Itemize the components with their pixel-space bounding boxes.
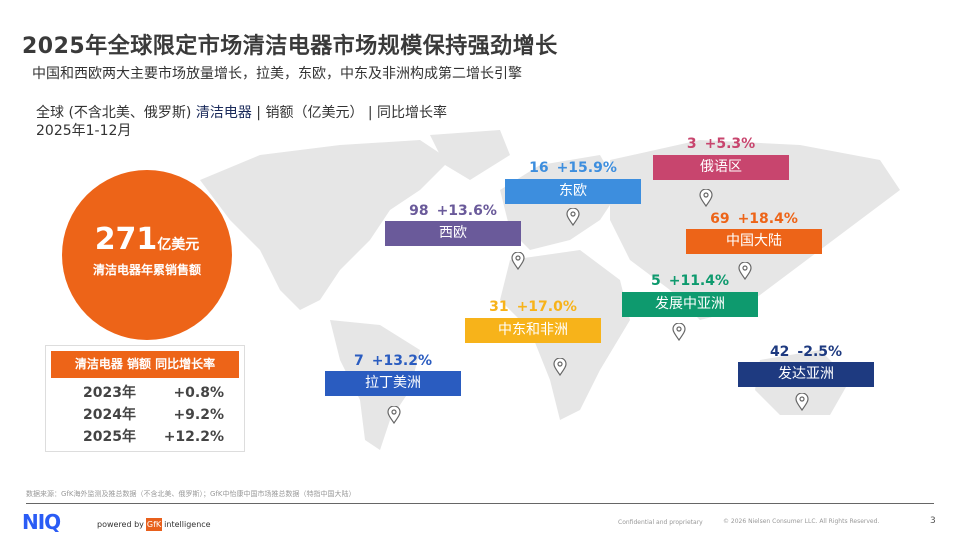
region-name-box: 发展中亚洲 [622,292,758,317]
total-unit: 亿美元 [157,237,200,253]
powered-text: powered by [97,520,144,529]
scope-highlight: 清洁电器 [195,105,252,121]
niq-logo: NIQ [22,510,61,534]
powered-by: powered by GfK intelligence [97,518,211,531]
region-name-box: 俄语区 [653,155,789,180]
map-greenland [430,130,510,180]
growth-table-header: 清洁电器 销额 同比增长率 [51,351,239,378]
table-row: 2023年 +0.8% [46,382,244,404]
region-growth: +13.2% [371,353,433,369]
region-growth: -2.5% [797,344,843,360]
region-value-label: 98 +13.6% [373,203,533,219]
region-name-box: 拉丁美洲 [325,371,461,396]
row-growth: +0.8% [173,385,224,401]
location-pin-icon [672,323,686,341]
region-value-label: 16 +15.9% [493,160,653,176]
table-row: 2025年 +12.2% [46,426,244,448]
row-growth: +9.2% [173,407,224,423]
region-name-box: 中东和非洲 [465,318,601,343]
row-year: 2024年 [83,407,136,423]
period: 2025年1-12月 [36,123,132,139]
region-name-box: 发达亚洲 [738,362,874,387]
page-title: 2025年全球限定市场清洁电器市场规模保持强劲增长 [22,34,558,59]
region-name-box: 中国大陆 [686,229,822,254]
scope-line: 全球 (不含北美、俄罗斯) 清洁电器 | 销额（亿美元） | 同比增长率 [36,102,447,122]
growth-table: 清洁电器 销额 同比增长率 2023年 +0.8% 2024年 +9.2% 2025… [45,345,245,452]
region-growth: +11.4% [668,273,730,289]
region-value: 31 [489,299,509,315]
region-value: 42 [769,344,790,360]
total-label: 清洁电器年累销售额 [92,263,201,277]
region-name-box: 东欧 [505,179,641,204]
location-pin-icon [795,393,809,411]
region-growth: +17.0% [516,299,577,315]
region-value: 7 [353,353,364,369]
page-number: 3 [930,516,936,526]
table-row: 2024年 +9.2% [46,404,244,426]
region-value-label: 7 +13.2% [313,353,473,369]
region-value-label: 31 +17.0% [453,299,613,315]
region-value-label: 69 +18.4% [674,211,834,227]
row-year: 2023年 [83,385,136,401]
region-growth: +5.3% [704,136,756,152]
total-value: 271 [94,222,158,257]
location-pin-icon [566,208,580,226]
data-source: 数据来源：GfK海外监测及推总数据（不含北美、俄罗斯）；GfK中怡康中国市场推总… [26,490,356,498]
region-growth: +13.6% [436,203,497,219]
row-year: 2025年 [83,429,136,445]
scope-suffix: | 销额（亿美元） | 同比增长率 [251,105,448,121]
scope-prefix: 全球 (不含北美、俄罗斯) [36,105,196,121]
region-value-label: 3 +5.3% [641,136,801,152]
gfk-logo: GfK [145,518,163,531]
location-pin-icon [738,262,752,280]
location-pin-icon [699,189,713,207]
intelligence-text: intelligence [164,520,211,529]
region-growth: +18.4% [737,211,798,227]
region-name-box: 西欧 [385,221,521,246]
location-pin-icon [387,406,401,424]
location-pin-icon [511,252,525,270]
region-growth: +15.9% [556,160,617,176]
region-value: 16 [529,160,549,176]
copyright: © 2026 Nielsen Consumer LLC. All Rights … [723,518,880,525]
row-growth: +12.2% [163,429,224,445]
region-value: 5 [650,273,661,289]
page-subtitle: 中国和西欧两大主要市场放量增长，拉美，东欧，中东及非洲构成第二增长引擎 [32,66,522,82]
confidential-note: Confidential and proprietary [618,519,703,526]
map-north-america [200,140,450,310]
region-value: 3 [686,136,697,152]
footer-divider [26,503,934,504]
total-sales-circle: 271亿美元 清洁电器年累销售额 [62,170,232,340]
region-value: 98 [409,203,429,219]
location-pin-icon [553,358,567,376]
region-value-label: 5 +11.4% [610,273,770,289]
region-value-label: 42 -2.5% [726,344,886,360]
region-value: 69 [710,211,730,227]
